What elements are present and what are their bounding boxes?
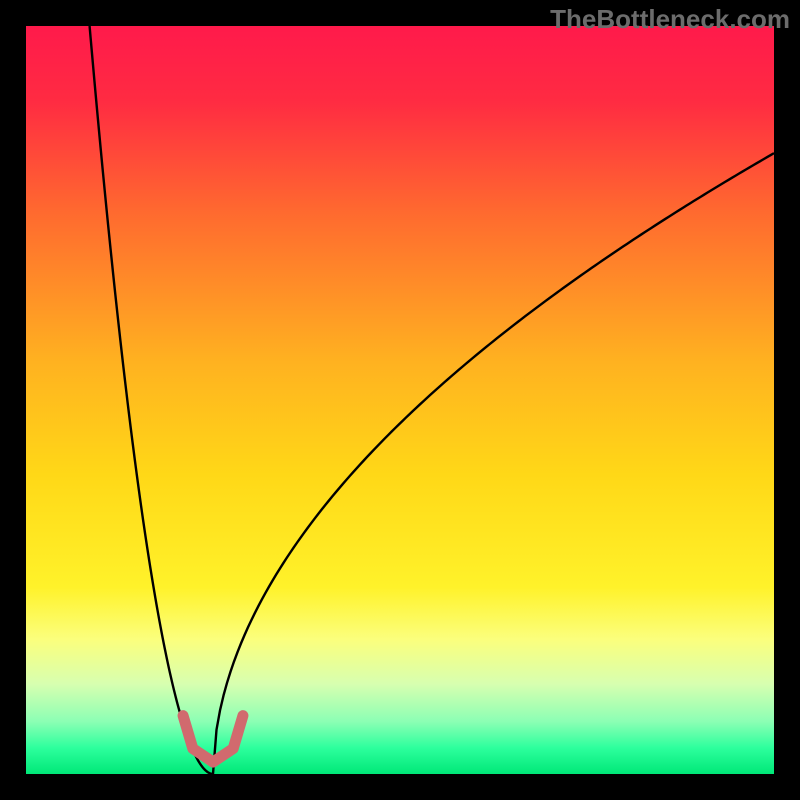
plot-area bbox=[26, 26, 774, 774]
plot-background bbox=[26, 26, 774, 774]
watermark-text: TheBottleneck.com bbox=[550, 4, 790, 35]
plot-svg bbox=[26, 26, 774, 774]
